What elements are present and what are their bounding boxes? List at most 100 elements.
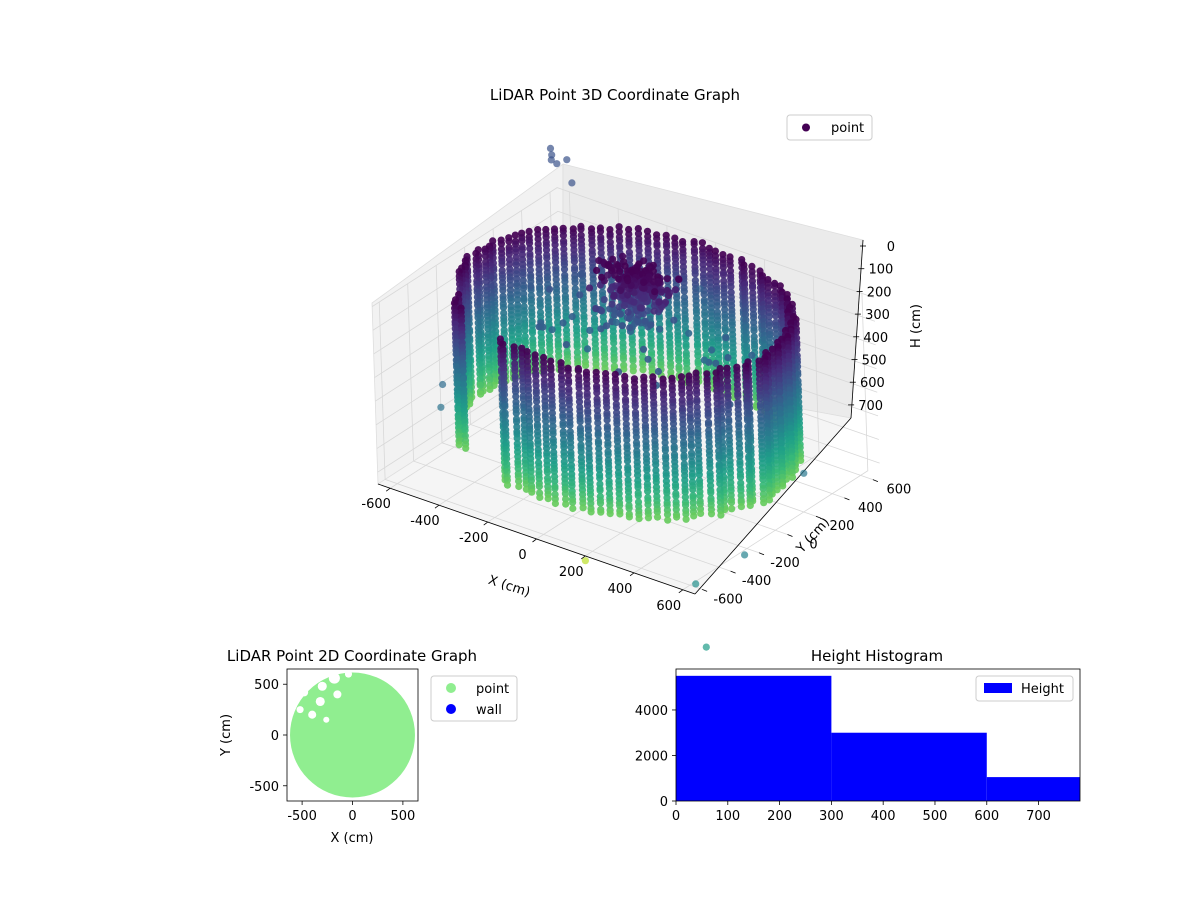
point-3d	[661, 439, 669, 447]
point-3d	[500, 330, 508, 338]
point-3d	[583, 345, 592, 353]
point-3d	[671, 242, 679, 251]
point-3d	[614, 458, 622, 466]
point-3d	[521, 326, 529, 335]
point-3d	[724, 410, 733, 418]
point-3d	[551, 484, 559, 492]
point-3d	[655, 298, 663, 306]
point-3d	[725, 418, 733, 426]
point-3d	[636, 304, 644, 312]
point-3d	[721, 326, 730, 334]
point-3d	[581, 353, 589, 361]
point-3d	[520, 296, 528, 304]
grid-line-y	[378, 302, 703, 590]
point-3d	[573, 348, 582, 356]
point-3d	[670, 316, 678, 324]
point-3d	[625, 242, 633, 250]
y-tick-label-hist: 0	[660, 795, 668, 810]
point-3d	[715, 345, 723, 353]
outlier-point-3d	[692, 580, 700, 588]
point-3d	[719, 271, 728, 279]
point-3d	[575, 398, 584, 406]
point-3d	[528, 329, 537, 337]
point-3d	[565, 388, 573, 396]
point-3d	[704, 421, 713, 429]
point-3d	[501, 412, 509, 420]
point-3d	[749, 284, 757, 292]
point-3d	[525, 399, 533, 408]
point-3d	[765, 313, 773, 321]
point-3d	[538, 341, 546, 349]
point-3d	[727, 498, 736, 507]
point-3d	[736, 473, 745, 481]
x-tick-label-2d: 500	[390, 809, 415, 824]
point-3d	[697, 509, 705, 517]
point-3d	[572, 305, 580, 313]
histogram-bars	[676, 675, 1080, 801]
point-3d	[724, 385, 732, 393]
point-3d	[720, 293, 728, 301]
point-3d	[502, 433, 510, 441]
point-3d	[719, 263, 727, 271]
point-3d	[577, 435, 585, 443]
point-3d	[634, 318, 642, 326]
point-3d	[616, 237, 624, 245]
point-3d	[669, 420, 678, 428]
z-tick-label: 700	[858, 399, 883, 414]
point-3d	[668, 377, 676, 385]
point-3d	[514, 313, 522, 321]
point-3d	[693, 398, 701, 406]
point-3d	[675, 365, 683, 373]
point-3d	[620, 365, 628, 373]
point-3d	[643, 475, 651, 483]
point-3d	[687, 443, 696, 451]
point-3d	[765, 322, 774, 330]
point-3d	[766, 334, 774, 342]
point-3d	[617, 310, 625, 318]
point-3d	[527, 299, 536, 307]
point-3d	[642, 445, 650, 453]
legend-histogram: Height	[975, 675, 1074, 702]
point-3d	[712, 259, 720, 268]
y-tick-label-hist: 4000	[635, 704, 668, 719]
point-3d	[604, 271, 612, 279]
point-3d	[597, 508, 605, 516]
point-3d	[695, 471, 703, 479]
z-axis-line	[850, 239, 864, 419]
point-3d	[545, 285, 554, 293]
ticks-2d: -500 0 500 -500 0 500	[249, 678, 415, 824]
point-3d	[777, 427, 785, 435]
point-3d	[722, 334, 730, 342]
point-3d	[561, 287, 569, 295]
point-3d	[764, 284, 772, 292]
point-3d	[559, 319, 567, 327]
point-3d	[596, 499, 605, 507]
point-3d	[597, 325, 605, 333]
point-3d	[610, 291, 618, 299]
point-3d	[701, 303, 709, 311]
point-3d	[453, 363, 461, 371]
point-3d	[690, 512, 698, 520]
chart-histogram: Height Histogram 0 100 200 300 400 500 600 7000…	[635, 647, 1081, 824]
point-3d	[680, 446, 688, 454]
point-3d	[500, 391, 509, 399]
outlier-point-3d	[696, 285, 704, 293]
point-3d	[515, 337, 523, 345]
point-3d	[626, 324, 634, 332]
point-3d	[534, 440, 542, 448]
point-3d	[625, 513, 634, 521]
point-3d	[604, 451, 612, 459]
point-3d	[653, 242, 661, 250]
point-3d	[762, 404, 771, 412]
point-3d	[525, 227, 533, 235]
point-3d	[714, 441, 723, 449]
point-3d	[771, 282, 779, 290]
outlier-point-3d	[547, 156, 555, 164]
point-3d	[552, 258, 560, 266]
point-3d	[512, 392, 520, 401]
point-3d	[551, 499, 560, 508]
point-2d-gap	[317, 681, 327, 691]
point-3d	[632, 433, 641, 441]
